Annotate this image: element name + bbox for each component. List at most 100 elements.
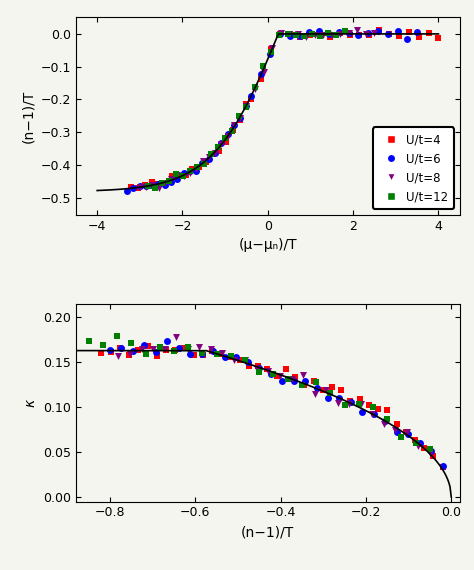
Point — [251, 82, 259, 91]
Point — [222, 138, 230, 147]
Point — [345, 28, 352, 38]
Point — [161, 178, 169, 187]
Point — [384, 30, 392, 39]
Point — [155, 183, 163, 192]
Point — [161, 181, 169, 190]
Point — [328, 31, 336, 40]
Point — [148, 181, 156, 190]
Point — [266, 50, 274, 59]
Point — [326, 32, 334, 41]
Point — [253, 365, 261, 374]
Point — [282, 365, 290, 374]
Point — [155, 180, 162, 189]
Point — [227, 352, 235, 361]
Point — [336, 28, 344, 38]
Point — [439, 462, 447, 471]
Point — [277, 30, 284, 39]
Point — [135, 345, 142, 355]
Point — [428, 447, 435, 456]
Point — [247, 92, 255, 101]
Point — [219, 349, 226, 358]
Point — [368, 409, 376, 418]
Point — [306, 28, 313, 37]
Point — [259, 62, 267, 71]
Point — [392, 425, 399, 434]
Point — [276, 30, 284, 39]
Point — [439, 463, 447, 472]
Point — [224, 130, 231, 139]
Point — [182, 171, 189, 180]
Point — [411, 435, 419, 445]
Point — [221, 352, 228, 361]
Point — [328, 383, 336, 392]
Point — [155, 180, 162, 189]
Point — [286, 29, 294, 38]
Point — [149, 344, 157, 353]
Point — [115, 351, 122, 360]
Legend: U/t=4, U/t=6, U/t=8, U/t=12: U/t=4, U/t=6, U/t=8, U/t=12 — [373, 128, 454, 209]
Point — [172, 345, 179, 354]
Point — [310, 377, 318, 386]
Point — [302, 32, 310, 41]
Point — [268, 44, 276, 53]
Point — [270, 369, 277, 378]
Point — [311, 30, 319, 39]
Point — [292, 372, 299, 381]
Point — [142, 181, 150, 190]
Point — [85, 337, 92, 346]
Point — [141, 341, 148, 350]
Point — [167, 175, 175, 184]
Point — [187, 166, 194, 176]
Point — [99, 341, 107, 350]
Point — [255, 367, 263, 376]
Point — [355, 400, 363, 409]
Point — [420, 444, 428, 453]
Point — [201, 159, 208, 168]
Point — [426, 445, 434, 454]
Point — [199, 351, 207, 360]
Point — [296, 32, 303, 41]
Point — [405, 27, 412, 36]
Point — [210, 347, 217, 356]
Point — [337, 30, 344, 39]
Point — [346, 400, 353, 409]
Point — [173, 170, 181, 180]
Point — [126, 349, 134, 359]
Point — [286, 31, 294, 40]
Point — [181, 343, 188, 352]
Point — [152, 347, 160, 356]
Point — [180, 172, 188, 181]
Point — [285, 29, 293, 38]
Point — [237, 113, 244, 123]
Point — [242, 356, 249, 365]
Point — [375, 25, 383, 34]
Point — [355, 31, 362, 40]
Point — [244, 357, 251, 367]
Point — [218, 349, 225, 359]
Point — [393, 428, 401, 437]
Point — [161, 344, 168, 353]
Point — [308, 29, 316, 38]
Point — [333, 31, 340, 40]
Point — [199, 349, 206, 358]
Point — [312, 377, 320, 386]
Point — [346, 396, 354, 405]
Point — [136, 182, 144, 192]
Point — [142, 182, 150, 192]
Point — [296, 32, 304, 42]
Point — [306, 31, 314, 40]
Point — [230, 120, 238, 129]
Point — [106, 345, 114, 354]
Point — [362, 29, 370, 38]
Point — [385, 30, 393, 39]
Point — [325, 30, 333, 39]
Point — [175, 171, 182, 180]
Point — [278, 376, 286, 385]
Point — [237, 114, 244, 123]
Point — [145, 181, 152, 190]
Point — [319, 30, 327, 39]
Point — [346, 31, 353, 40]
Point — [165, 176, 173, 185]
Point — [211, 149, 219, 158]
Point — [300, 32, 308, 41]
